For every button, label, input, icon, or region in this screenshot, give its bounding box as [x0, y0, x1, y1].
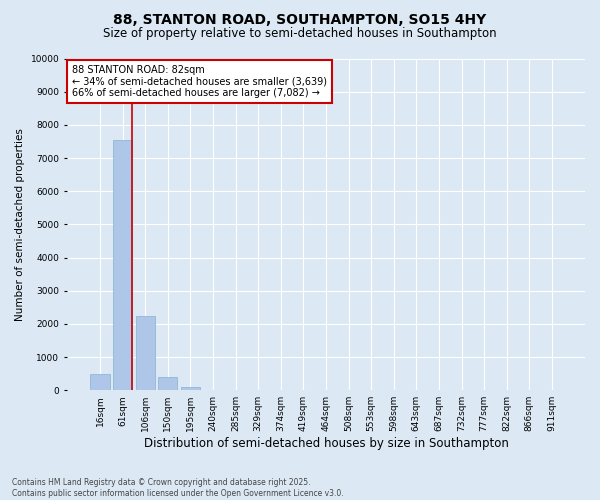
X-axis label: Distribution of semi-detached houses by size in Southampton: Distribution of semi-detached houses by …: [143, 437, 508, 450]
Y-axis label: Number of semi-detached properties: Number of semi-detached properties: [15, 128, 25, 321]
Bar: [113, 140, 132, 390]
Text: 88 STANTON ROAD: 82sqm
← 34% of semi-detached houses are smaller (3,639)
66% of : 88 STANTON ROAD: 82sqm ← 34% of semi-det…: [72, 65, 327, 98]
Bar: [136, 316, 155, 390]
Text: Size of property relative to semi-detached houses in Southampton: Size of property relative to semi-detach…: [103, 28, 497, 40]
Text: Contains HM Land Registry data © Crown copyright and database right 2025.
Contai: Contains HM Land Registry data © Crown c…: [12, 478, 344, 498]
Bar: [158, 377, 178, 390]
Bar: [181, 387, 200, 390]
Text: 88, STANTON ROAD, SOUTHAMPTON, SO15 4HY: 88, STANTON ROAD, SOUTHAMPTON, SO15 4HY: [113, 12, 487, 26]
Bar: [91, 374, 110, 390]
